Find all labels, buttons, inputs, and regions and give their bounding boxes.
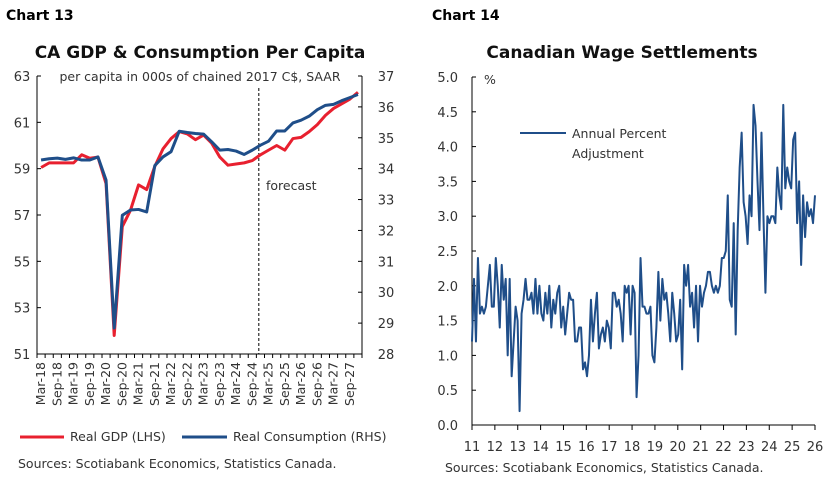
x-tick-label: 23 (738, 440, 755, 455)
y-tick-label: 3.0 (437, 210, 458, 225)
x-tick-label: 17 (601, 440, 618, 455)
y-tick-label: 1.0 (437, 349, 458, 364)
x-tick-label: Mar-21 (131, 362, 146, 405)
x-tick-label: Mar-19 (66, 362, 81, 405)
x-tick-label: Mar-27 (326, 362, 341, 405)
chart-14-title: Canadian Wage Settlements (486, 43, 757, 63)
x-tick-label: Mar-26 (293, 362, 308, 405)
y-tick-label: 0.5 (437, 384, 458, 399)
x-tick-label: 18 (624, 440, 641, 455)
x-tick-label: 25 (784, 440, 801, 455)
chart-14-unit: % (484, 72, 496, 87)
y-left-tick-label: 53 (14, 302, 31, 317)
chart-13-title: CA GDP & Consumption Per Capita (35, 43, 366, 63)
y-right-tick-label: 37 (378, 70, 395, 85)
y-left-tick-label: 61 (14, 116, 31, 131)
y-tick-label: 4.5 (437, 106, 458, 121)
y-left-tick-label: 51 (14, 348, 31, 363)
legend-label-line2: Adjustment (572, 146, 644, 161)
x-tick-label: 20 (670, 440, 687, 455)
x-tick-label: Mar-20 (98, 362, 113, 405)
legend-label-consumption: Real Consumption (RHS) (233, 429, 386, 444)
y-right-tick-label: 32 (378, 224, 395, 239)
y-right-tick-label: 35 (378, 132, 395, 147)
y-tick-label: 2.0 (437, 280, 458, 295)
y-left-tick-label: 63 (14, 70, 31, 85)
x-tick-label: 12 (487, 440, 504, 455)
chart-13-label: Chart 13 (6, 8, 74, 24)
y-right-tick-label: 34 (378, 163, 395, 178)
x-tick-label: Sep-22 (179, 362, 194, 406)
y-tick-label: 4.0 (437, 141, 458, 156)
x-tick-label: Sep-20 (114, 362, 129, 406)
x-tick-label: 14 (532, 440, 549, 455)
x-tick-label: Mar-22 (163, 362, 178, 405)
y-tick-label: 3.5 (437, 175, 458, 190)
x-tick-label: Sep-25 (277, 362, 292, 406)
x-tick-label: Sep-19 (82, 362, 97, 406)
chart-14-label: Chart 14 (432, 8, 500, 24)
x-tick-label: 15 (555, 440, 572, 455)
chart-14-source: Sources: Scotiabank Economics, Statistic… (445, 460, 763, 475)
x-tick-label: Mar-23 (196, 362, 211, 405)
x-tick-label: 19 (647, 440, 664, 455)
y-right-tick-label: 36 (378, 101, 395, 116)
chart-13-source: Sources: Scotiabank Economics, Statistic… (18, 456, 336, 471)
chart-13-subtitle: per capita in 000s of chained 2017 C$, S… (59, 69, 340, 84)
y-right-tick-label: 28 (378, 348, 395, 363)
y-left-tick-label: 59 (14, 163, 31, 178)
x-tick-label: Sep-23 (212, 362, 227, 406)
x-tick-label: 21 (692, 440, 709, 455)
x-tick-label: Mar-25 (261, 362, 276, 405)
y-right-tick-label: 33 (378, 194, 395, 209)
gdp-line (40, 91, 359, 337)
y-right-tick-label: 29 (378, 317, 395, 332)
x-tick-label: Sep-26 (309, 362, 324, 406)
y-right-tick-label: 30 (378, 286, 395, 301)
x-tick-label: 22 (715, 440, 732, 455)
y-tick-label: 1.5 (437, 315, 458, 330)
x-tick-label: Sep-18 (49, 362, 64, 406)
forecast-annotation: forecast (266, 178, 317, 193)
y-right-tick-label: 31 (378, 255, 395, 270)
chart-14: Chart 14 Canadian Wage Settlements % 0.0… (432, 8, 823, 475)
chart-13: Chart 13 CA GDP & Consumption Per Capita… (6, 8, 394, 471)
x-tick-label: 26 (807, 440, 824, 455)
wage-settlement-line (471, 103, 816, 413)
consumption-line (40, 93, 359, 330)
y-tick-label: 5.0 (437, 71, 458, 86)
y-left-tick-label: 55 (14, 255, 31, 270)
x-tick-label: 16 (578, 440, 595, 455)
chart-14-legend: Annual Percent Adjustment (520, 126, 667, 161)
x-tick-label: 13 (509, 440, 526, 455)
x-tick-label: 11 (464, 440, 481, 455)
x-tick-label: Sep-21 (147, 362, 162, 406)
chart-13-legend: Real GDP (LHS) Real Consumption (RHS) (20, 429, 386, 444)
x-tick-label: 24 (761, 440, 778, 455)
legend-label-line1: Annual Percent (572, 126, 667, 141)
x-tick-label: Sep-24 (244, 362, 259, 406)
y-left-tick-label: 57 (14, 209, 31, 224)
x-tick-label: Mar-18 (33, 362, 48, 405)
x-tick-label: Mar-24 (228, 362, 243, 405)
y-tick-label: 2.5 (437, 245, 458, 260)
y-tick-label: 0.0 (437, 419, 458, 434)
legend-label-gdp: Real GDP (LHS) (70, 429, 166, 444)
x-tick-label: Sep-27 (342, 362, 357, 406)
